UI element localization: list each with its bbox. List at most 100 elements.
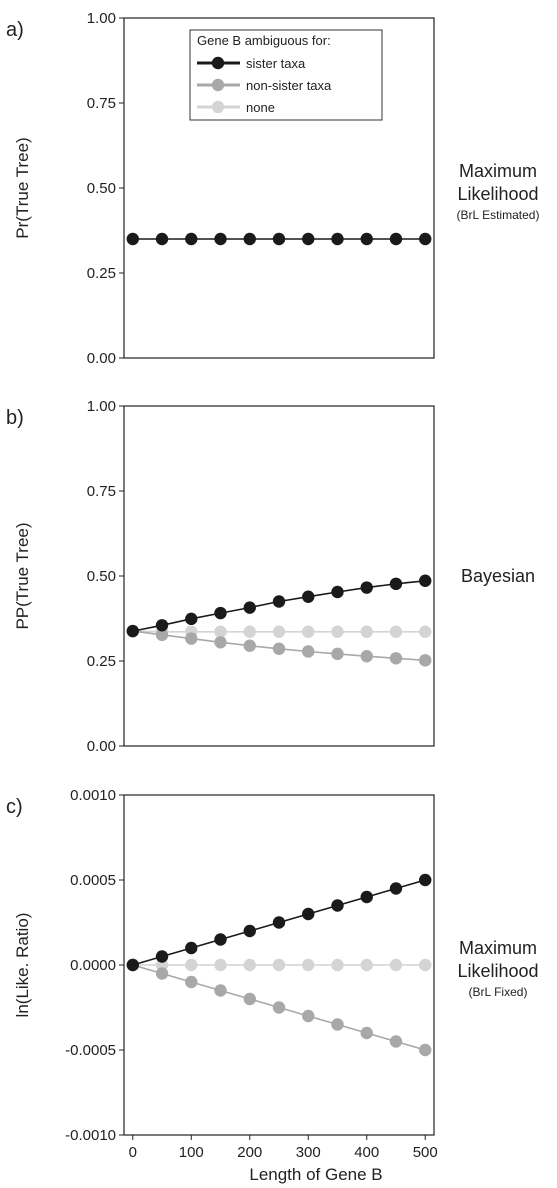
data-point-non-sister-taxa bbox=[419, 1043, 432, 1057]
y-tick-label: 0.50 bbox=[87, 180, 116, 197]
data-point-none bbox=[272, 625, 286, 638]
legend-swatch-marker bbox=[211, 78, 225, 92]
y-axis-title: ln(Like. Ratio) bbox=[13, 913, 32, 1018]
legend-swatch-marker bbox=[211, 56, 225, 70]
data-point-non-sister-taxa bbox=[155, 628, 169, 642]
data-point-non-sister-taxa bbox=[331, 1018, 344, 1031]
x-axis-title: Length of Gene B bbox=[249, 1165, 382, 1184]
y-tick-label: -0.0005 bbox=[65, 1042, 116, 1059]
data-point-sister-taxa bbox=[389, 882, 403, 895]
x-tick-label: 400 bbox=[354, 1144, 379, 1161]
legend-label: sister taxa bbox=[246, 56, 306, 71]
data-point-sister-taxa bbox=[272, 232, 286, 246]
y-axis-title: PP(True Tree) bbox=[13, 522, 32, 629]
data-point-none bbox=[302, 958, 315, 972]
plot-frame bbox=[123, 405, 435, 747]
x-tick-label: 200 bbox=[237, 1144, 262, 1161]
data-point-non-sister-taxa bbox=[360, 1026, 373, 1040]
data-point-sister-taxa bbox=[331, 585, 344, 599]
data-point-non-sister-taxa bbox=[389, 652, 403, 665]
data-point-non-sister-taxa bbox=[185, 975, 198, 989]
y-tick-label: 0.00 bbox=[87, 738, 116, 755]
data-point-sister-taxa bbox=[214, 232, 227, 246]
data-point-non-sister-taxa bbox=[419, 654, 432, 667]
data-point-sister-taxa bbox=[155, 232, 169, 246]
panel-c: -0.0010 -0.0005 0.0000 0.0005 0.0010 0 100 200 3… bbox=[6, 787, 539, 1161]
data-point-none bbox=[302, 625, 315, 638]
method-label: Maximum bbox=[459, 938, 537, 958]
data-point-sister-taxa bbox=[419, 873, 432, 887]
panel-b: 0.00 0.25 0.50 0.75 1.00 b) PP(True Tree) Bayes… bbox=[6, 398, 535, 755]
y-tick-label: -0.0010 bbox=[65, 1127, 116, 1144]
data-point-non-sister-taxa bbox=[302, 1009, 315, 1023]
panels: 0.00 0.25 0.50 0.75 1.00 a) Pr(True Tree) Maxim… bbox=[6, 10, 539, 1161]
data-point-none bbox=[272, 958, 286, 972]
data-point-sister-taxa bbox=[185, 612, 198, 626]
legend: Gene B ambiguous for: sister taxa non-sis… bbox=[189, 29, 383, 121]
x-tick-label: 100 bbox=[179, 1144, 204, 1161]
data-point-sister-taxa bbox=[360, 890, 373, 904]
method-label: Bayesian bbox=[461, 566, 535, 586]
data-point-non-sister-taxa bbox=[243, 639, 256, 652]
data-point-sister-taxa bbox=[360, 232, 373, 246]
data-point-sister-taxa bbox=[360, 581, 373, 594]
data-point-sister-taxa bbox=[185, 232, 198, 246]
y-tick-label: 0.0000 bbox=[70, 957, 116, 974]
data-point-sister-taxa bbox=[419, 232, 432, 246]
y-tick-label: 0.25 bbox=[87, 265, 116, 282]
data-point-none bbox=[389, 958, 403, 972]
data-point-sister-taxa bbox=[272, 916, 286, 929]
data-point-sister-taxa bbox=[331, 899, 344, 912]
data-point-sister-taxa bbox=[243, 924, 256, 938]
method-label: Likelihood bbox=[457, 184, 538, 204]
x-tick-label: 0 bbox=[129, 1144, 137, 1161]
y-axis-title: Pr(True Tree) bbox=[13, 137, 32, 238]
panel-letter: b) bbox=[6, 407, 24, 429]
data-point-non-sister-taxa bbox=[331, 647, 344, 661]
data-point-sister-taxa bbox=[302, 590, 315, 603]
data-point-non-sister-taxa bbox=[214, 636, 227, 649]
panel-letter: a) bbox=[6, 19, 24, 41]
data-point-sister-taxa bbox=[214, 933, 227, 946]
y-tick-label: 0.75 bbox=[87, 95, 116, 112]
data-point-sister-taxa bbox=[126, 624, 139, 638]
legend-swatch-marker bbox=[211, 100, 225, 114]
y-tick-label: 0.25 bbox=[87, 653, 116, 670]
data-point-sister-taxa bbox=[302, 232, 315, 246]
data-point-none bbox=[389, 625, 403, 638]
data-point-sister-taxa bbox=[126, 232, 139, 246]
x-tick-label: 300 bbox=[296, 1144, 321, 1161]
data-point-non-sister-taxa bbox=[243, 992, 256, 1006]
data-point-none bbox=[360, 958, 373, 972]
data-point-none bbox=[155, 958, 169, 972]
data-point-none bbox=[185, 958, 198, 972]
data-point-non-sister-taxa bbox=[185, 632, 198, 645]
data-point-none bbox=[243, 958, 256, 972]
x-tick-label: 500 bbox=[413, 1144, 438, 1161]
panel-letter: c) bbox=[6, 796, 23, 818]
data-point-non-sister-taxa bbox=[389, 1035, 403, 1048]
data-point-sister-taxa bbox=[389, 577, 403, 591]
method-sublabel: (BrL Fixed) bbox=[469, 985, 528, 999]
data-point-sister-taxa bbox=[272, 595, 286, 608]
y-tick-label: 0.0010 bbox=[70, 787, 116, 804]
data-point-non-sister-taxa bbox=[272, 1001, 286, 1014]
legend-label: non-sister taxa bbox=[246, 78, 332, 93]
data-point-non-sister-taxa bbox=[155, 967, 169, 980]
data-point-non-sister-taxa bbox=[360, 650, 373, 663]
y-tick-label: 1.00 bbox=[87, 398, 116, 415]
y-tick-label: 0.75 bbox=[87, 483, 116, 500]
data-point-none bbox=[419, 958, 432, 972]
data-point-sister-taxa bbox=[155, 950, 169, 963]
panel-a: 0.00 0.25 0.50 0.75 1.00 a) Pr(True Tree) Maxim… bbox=[6, 10, 539, 367]
legend-items: sister taxa non-sister taxa none bbox=[197, 56, 332, 115]
legend-label: none bbox=[246, 100, 275, 115]
data-point-non-sister-taxa bbox=[214, 984, 227, 997]
data-point-sister-taxa bbox=[419, 574, 432, 587]
y-tick-label: 1.00 bbox=[87, 10, 116, 27]
data-point-sister-taxa bbox=[243, 601, 256, 614]
data-point-sister-taxa bbox=[331, 232, 344, 246]
method-sublabel: (BrL Estimated) bbox=[457, 208, 540, 222]
legend-title: Gene B ambiguous for: bbox=[197, 33, 331, 48]
